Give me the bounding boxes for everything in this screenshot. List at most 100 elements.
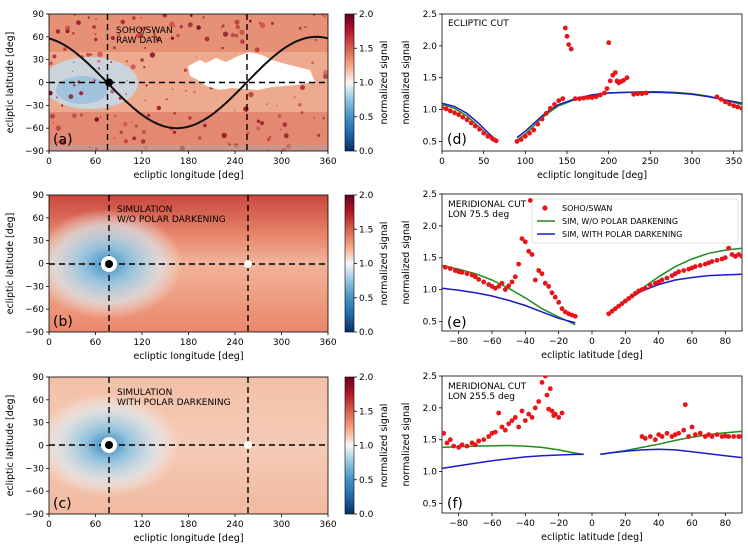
- soho-swan-point: [529, 252, 535, 257]
- soho-swan-point: [682, 402, 688, 408]
- panel-e-annotation-1: MERIDIONAL CUT: [448, 200, 527, 210]
- soho-swan-point: [518, 137, 524, 142]
- soho-swan-point: [604, 86, 610, 91]
- soho-swan-point: [527, 130, 532, 136]
- raw-data-speckle: [68, 94, 74, 99]
- soho-swan-point: [447, 108, 453, 114]
- sim-with-darkening-line: [516, 91, 742, 139]
- soho-swan-point: [681, 268, 687, 273]
- ecliptic-sine-curve: [49, 35, 328, 130]
- soho-swan-point: [664, 275, 670, 281]
- soho-swan-point: [468, 120, 474, 126]
- soho-swan-point: [642, 285, 648, 291]
- raw-data-speckle: [49, 90, 53, 96]
- raw-data-speckle: [279, 128, 282, 131]
- raw-data-speckle: [130, 64, 136, 70]
- raw-data-speckle: [97, 59, 101, 63]
- soho-swan-point: [581, 95, 587, 101]
- sim-with-darkening-line: [442, 453, 584, 470]
- colorbar-tick-label: 0.5: [359, 113, 373, 123]
- map-xtick-label: 0: [46, 157, 52, 167]
- map-ytick-label: 0: [38, 442, 44, 452]
- raw-data-speckle: [188, 116, 192, 120]
- soho-swan-point: [597, 92, 603, 98]
- soho-swan-point: [522, 133, 528, 139]
- raw-data-speckle: [195, 56, 197, 58]
- colorbar-label: normalized signal: [379, 404, 390, 488]
- soho-swan-point: [631, 91, 637, 97]
- soho-swan-point: [516, 424, 522, 430]
- panel-e-labels: MERIDIONAL CUT LON 75.5 deg (e): [447, 200, 527, 331]
- raw-data-speckle: [113, 46, 116, 50]
- colorbar-tick-label: 1.0: [359, 79, 374, 89]
- raw-data-speckle: [139, 28, 143, 31]
- raw-data-speckle: [227, 141, 230, 144]
- colorbar: [344, 194, 355, 333]
- soho-swan-point: [526, 248, 532, 254]
- soho-swan-point: [512, 415, 518, 420]
- soho-swan-point: [481, 279, 487, 285]
- soho-swan-point: [459, 270, 465, 275]
- soho-swan-point: [532, 405, 538, 411]
- raw-data-speckle: [113, 137, 116, 140]
- soho-swan-point: [502, 427, 508, 433]
- soho-swan-point: [556, 415, 562, 420]
- map-xtick-label: 360: [319, 157, 336, 167]
- soho-swan-point: [731, 103, 737, 109]
- raw-data-speckle: [202, 15, 205, 19]
- cut-xtick-label: 60: [686, 519, 698, 529]
- soho-swan-point: [619, 301, 625, 306]
- soho-swan-point: [542, 376, 548, 379]
- colorbar-tick-label: 1.5: [359, 407, 373, 417]
- soho-swan-point: [552, 102, 557, 107]
- soho-swan-point: [512, 274, 518, 280]
- soho-swan-point: [499, 280, 505, 286]
- soho-swan-point: [539, 380, 545, 385]
- soho-swan-point: [697, 430, 703, 436]
- soho-swan-point: [659, 277, 665, 283]
- raw-data-speckle: [56, 141, 59, 144]
- colorbar-tick-label: 0.0: [359, 328, 374, 338]
- raw-data-speckle: [140, 58, 144, 62]
- raw-data-speckle: [235, 24, 240, 30]
- cut-xtick-label: −80: [449, 337, 468, 347]
- raw-data-speckle: [269, 135, 272, 138]
- raw-data-speckle: [144, 46, 147, 50]
- colorbar-tick-label: 1.5: [359, 44, 373, 54]
- raw-data-speckle: [190, 14, 193, 17]
- soho-swan-point: [585, 95, 591, 100]
- soho-swan-point: [568, 46, 574, 52]
- map-ytick-label: 60: [33, 214, 45, 224]
- soho-swan-point: [442, 430, 447, 436]
- soho-swan-point: [736, 434, 742, 439]
- map-xtick-label: 300: [273, 157, 290, 167]
- panel-b-annotation-2: W/O POLAR DARKENING: [117, 215, 226, 225]
- soho-swan-point: [562, 25, 568, 31]
- cut-xtick-label: −60: [483, 337, 502, 347]
- soho-swan-point: [492, 429, 498, 435]
- sim-with-darkening-line: [600, 448, 742, 459]
- cut-xtick-label: 60: [686, 337, 698, 347]
- panel-f-labels: MERIDIONAL CUT LON 255.5 deg (f): [447, 382, 527, 512]
- soho-swan-point: [519, 236, 525, 242]
- raw-data-speckle: [79, 113, 84, 117]
- soho-swan-point: [472, 442, 478, 448]
- raw-data-speckle: [119, 130, 124, 135]
- soho-swan-point: [531, 127, 537, 133]
- cut-xtick-label: −20: [549, 337, 568, 347]
- raw-data-speckle: [256, 119, 261, 123]
- raw-data-speckle: [55, 29, 61, 34]
- cut-xtick-label: 250: [642, 157, 659, 167]
- raw-data-speckle: [221, 24, 225, 28]
- map-xtick-label: 240: [226, 520, 243, 530]
- soho-swan-point: [456, 445, 462, 450]
- panel-c-annotation-1: SIMULATION: [117, 388, 172, 398]
- cut-series-group: [442, 376, 742, 470]
- soho-swan-point: [542, 280, 548, 286]
- soho-swan-point: [539, 116, 545, 122]
- panel-f-label: (f): [447, 496, 463, 512]
- raw-data-speckle: [239, 29, 245, 35]
- soho-swan-point: [624, 75, 630, 81]
- raw-data-speckle: [110, 35, 115, 41]
- cut-ytick-label: 1.5: [423, 74, 437, 84]
